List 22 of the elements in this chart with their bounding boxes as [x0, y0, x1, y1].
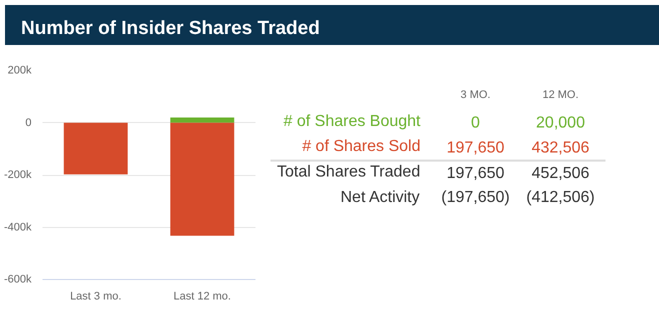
- text: 12 MO.: [542, 89, 579, 102]
- chart-title: Number of Insider Shares Traded: [21, 17, 320, 41]
- text: # of Shares Sold: [302, 138, 420, 156]
- text: 432,506: [532, 140, 590, 157]
- text: 0: [471, 114, 480, 132]
- y-tick-label: 200k: [8, 64, 32, 76]
- x-tick-label: Last 12 mo.: [174, 290, 231, 302]
- text: 20,000: [536, 114, 586, 132]
- text: Total Shares Traded: [277, 164, 420, 181]
- text: 3 MO.: [460, 89, 490, 102]
- y-tick-label: -400k: [4, 221, 32, 234]
- y-tick-label: -600k: [4, 274, 32, 286]
- y-tick-label: 0: [25, 116, 32, 129]
- text: (197,650): [441, 189, 510, 206]
- text: Net Activity: [340, 189, 420, 206]
- y-tick-label: -200k: [4, 169, 32, 181]
- text: 197,650: [446, 165, 505, 182]
- x-tick-label: Last 3 mo.: [70, 290, 122, 302]
- text: (412,506): [526, 189, 595, 206]
- text: 452,506: [532, 165, 590, 182]
- text: 197,650: [446, 140, 505, 157]
- text: # of Shares Bought: [284, 112, 422, 130]
